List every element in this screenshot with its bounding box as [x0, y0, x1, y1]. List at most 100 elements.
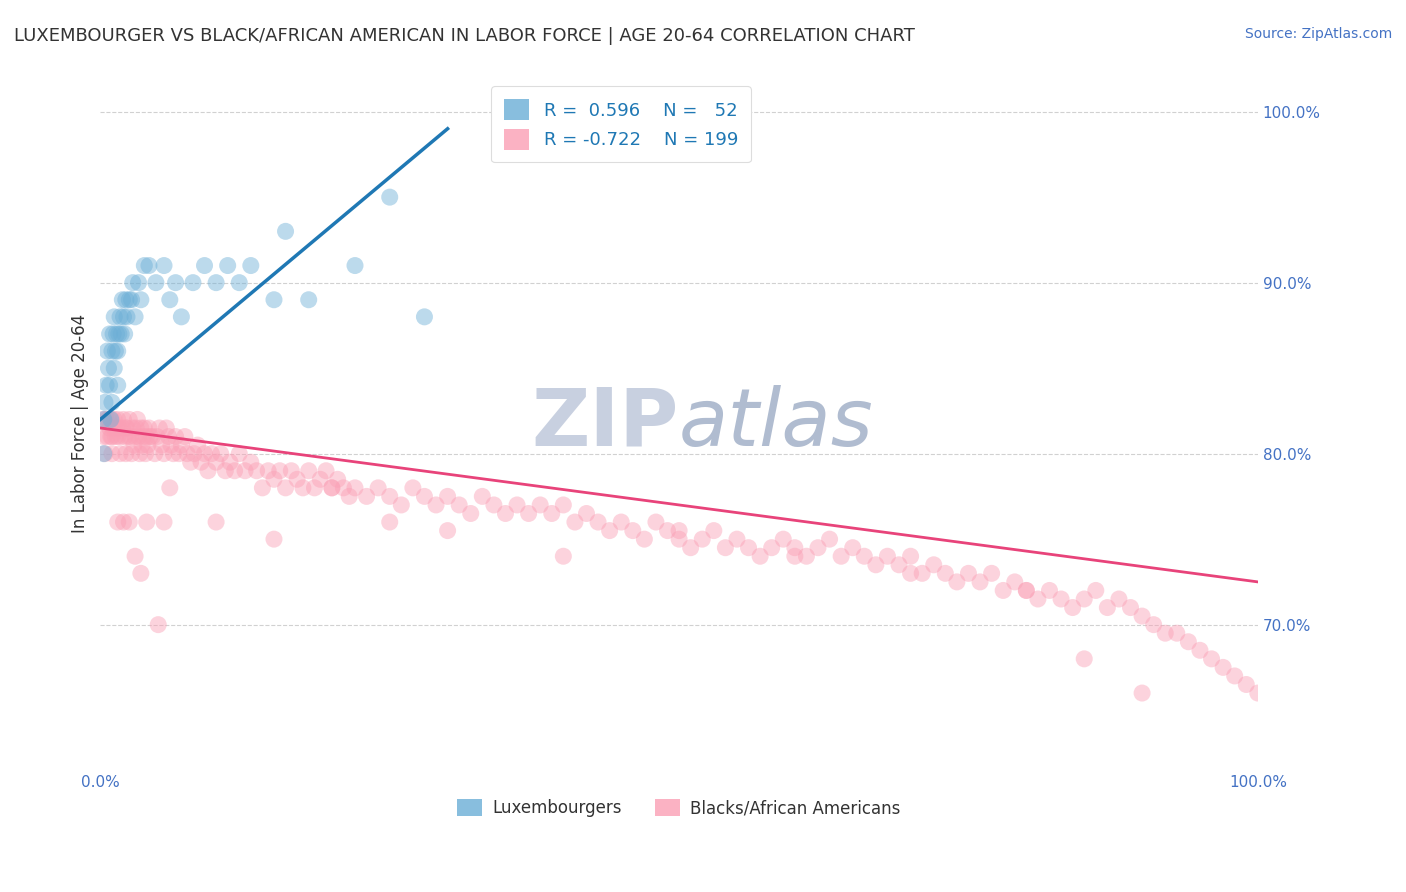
Point — [482, 498, 505, 512]
Point — [506, 498, 529, 512]
Text: atlas: atlas — [679, 384, 875, 463]
Point — [1177, 634, 1199, 648]
Point — [93, 447, 115, 461]
Point — [668, 532, 690, 546]
Point — [117, 429, 139, 443]
Point — [714, 541, 737, 555]
Point — [957, 566, 980, 581]
Point — [124, 429, 146, 443]
Point — [107, 515, 129, 529]
Point — [110, 326, 132, 341]
Point — [280, 464, 302, 478]
Point — [309, 472, 332, 486]
Point — [148, 617, 170, 632]
Point — [841, 541, 863, 555]
Point — [143, 447, 166, 461]
Point — [105, 326, 128, 341]
Point — [575, 507, 598, 521]
Point — [1026, 592, 1049, 607]
Point — [725, 532, 748, 546]
Point — [146, 429, 169, 443]
Point — [633, 532, 655, 546]
Point — [367, 481, 389, 495]
Point — [343, 259, 366, 273]
Point — [1073, 652, 1095, 666]
Point — [159, 293, 181, 307]
Point — [145, 276, 167, 290]
Point — [197, 464, 219, 478]
Point — [291, 481, 314, 495]
Point — [98, 326, 121, 341]
Point — [749, 549, 772, 564]
Point — [1201, 652, 1223, 666]
Point — [134, 447, 156, 461]
Point — [737, 541, 759, 555]
Point — [138, 421, 160, 435]
Point — [436, 489, 458, 503]
Point — [176, 447, 198, 461]
Point — [135, 515, 157, 529]
Point — [969, 574, 991, 589]
Point — [97, 361, 120, 376]
Point — [529, 498, 551, 512]
Point — [153, 259, 176, 273]
Point — [239, 455, 262, 469]
Point — [1119, 600, 1142, 615]
Point — [378, 489, 401, 503]
Point — [93, 429, 115, 443]
Point — [274, 481, 297, 495]
Point — [200, 447, 222, 461]
Point — [460, 507, 482, 521]
Point — [214, 464, 236, 478]
Point — [1247, 686, 1270, 700]
Point — [103, 412, 125, 426]
Point — [118, 412, 141, 426]
Point — [131, 438, 153, 452]
Point — [110, 429, 132, 443]
Point — [228, 276, 250, 290]
Point — [1073, 592, 1095, 607]
Point — [1004, 574, 1026, 589]
Point — [205, 515, 228, 529]
Point — [1130, 609, 1153, 624]
Point — [911, 566, 934, 581]
Point — [887, 558, 910, 572]
Point — [124, 549, 146, 564]
Point — [564, 515, 586, 529]
Point — [165, 276, 187, 290]
Point — [94, 378, 117, 392]
Point — [540, 507, 562, 521]
Point — [93, 412, 115, 426]
Point — [1154, 626, 1177, 640]
Point — [111, 421, 134, 435]
Point — [356, 489, 378, 503]
Point — [1084, 583, 1107, 598]
Point — [100, 429, 122, 443]
Point — [170, 310, 193, 324]
Point — [599, 524, 621, 538]
Point — [114, 326, 136, 341]
Point — [818, 532, 841, 546]
Point — [1130, 686, 1153, 700]
Point — [1015, 583, 1038, 598]
Point — [298, 464, 321, 478]
Point — [668, 524, 690, 538]
Point — [112, 310, 135, 324]
Point — [128, 429, 150, 443]
Point — [621, 524, 644, 538]
Point — [107, 429, 129, 443]
Point — [101, 429, 124, 443]
Text: LUXEMBOURGER VS BLACK/AFRICAN AMERICAN IN LABOR FORCE | AGE 20-64 CORRELATION CH: LUXEMBOURGER VS BLACK/AFRICAN AMERICAN I… — [14, 27, 915, 45]
Point — [205, 455, 228, 469]
Point — [224, 464, 246, 478]
Point — [980, 566, 1002, 581]
Point — [129, 293, 152, 307]
Legend: Luxembourgers, Blacks/African Americans: Luxembourgers, Blacks/African Americans — [451, 792, 907, 824]
Point — [540, 104, 562, 119]
Point — [413, 489, 436, 503]
Point — [187, 438, 209, 452]
Text: Source: ZipAtlas.com: Source: ZipAtlas.com — [1244, 27, 1392, 41]
Point — [103, 310, 125, 324]
Text: ZIP: ZIP — [531, 384, 679, 463]
Point — [100, 412, 122, 426]
